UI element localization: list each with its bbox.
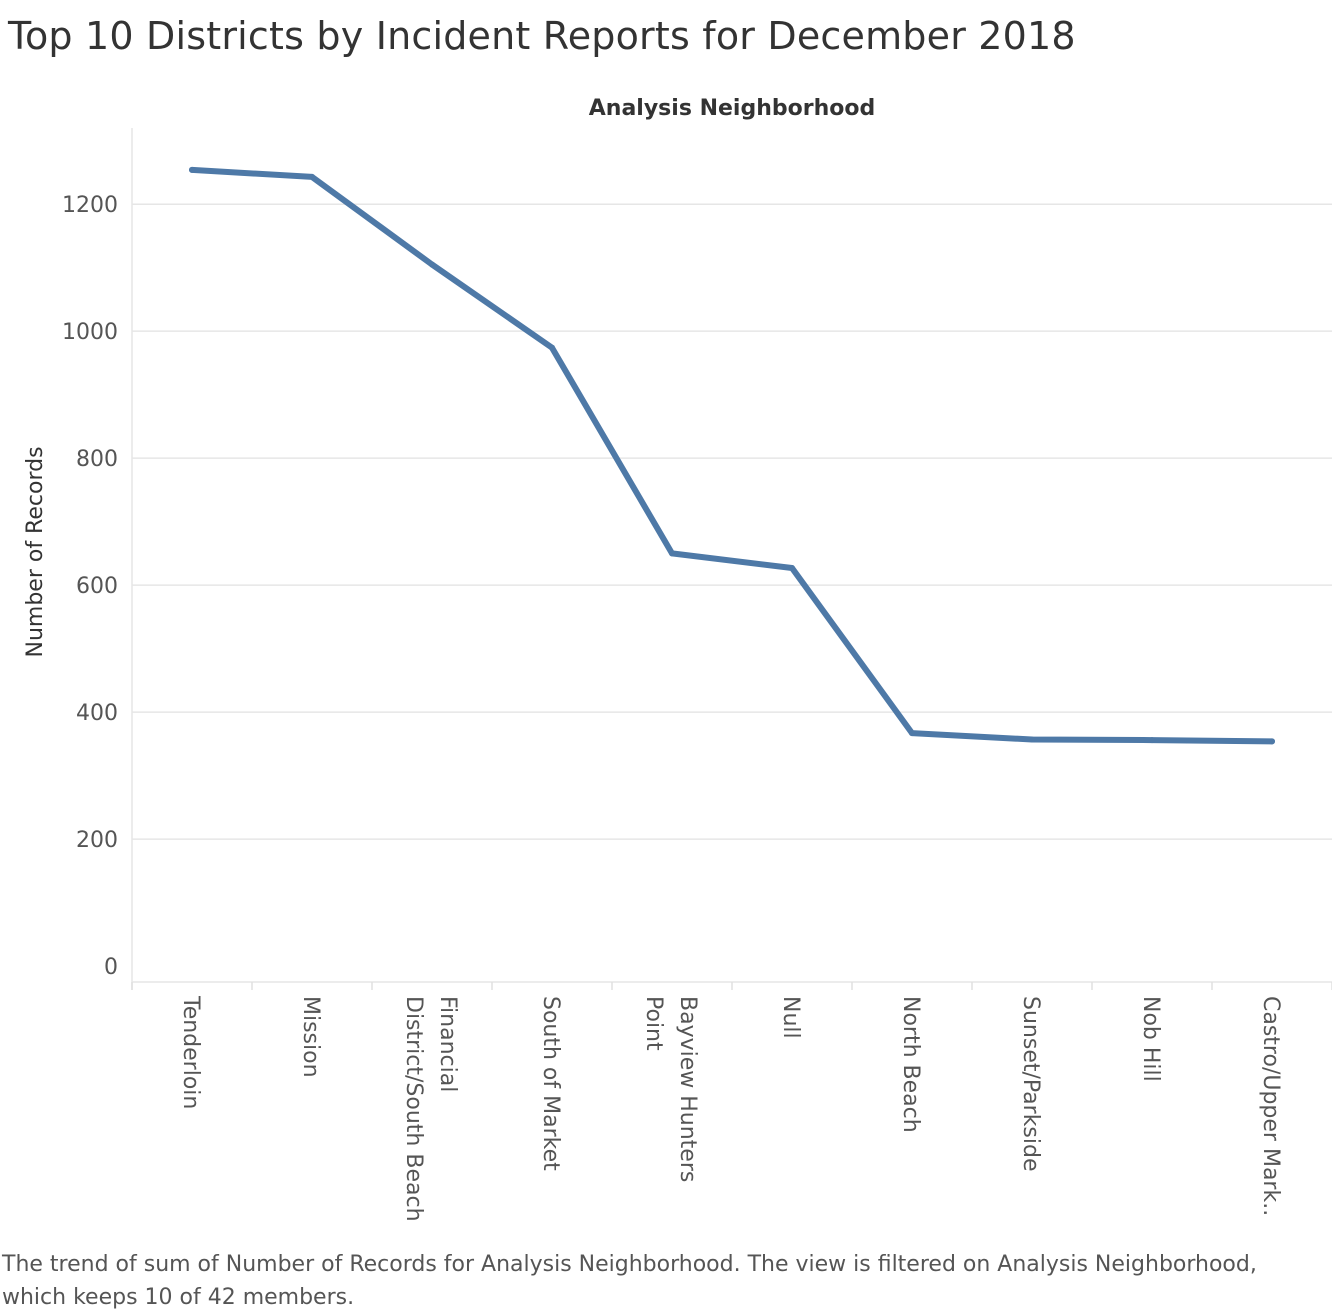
y-tick-label: 200 bbox=[76, 828, 118, 853]
line-chart: 0 200 400 600 800 1000 1200 Tenderloin Mission F… bbox=[23, 96, 1332, 1222]
data-line bbox=[189, 166, 1275, 745]
data-point[interactable] bbox=[1269, 738, 1275, 745]
y-axis-title: Number of Records bbox=[23, 446, 48, 657]
x-tick-label-line: Null bbox=[778, 996, 803, 1039]
data-point[interactable] bbox=[1149, 737, 1155, 744]
x-tick-label-line: Tenderloin bbox=[178, 995, 203, 1109]
x-tick-label-line: Mission bbox=[298, 996, 323, 1078]
x-tick-label-line: Sunset/Parkside bbox=[1018, 996, 1043, 1172]
x-tick-label: Financial District/South Beach bbox=[401, 996, 460, 1222]
x-tick-label: Tenderloin bbox=[178, 995, 203, 1109]
gridlines bbox=[132, 203, 1332, 983]
y-tick-label: 1200 bbox=[62, 193, 118, 218]
series-number-of-records bbox=[189, 166, 1275, 745]
x-tick-label-line: South of Market bbox=[538, 996, 563, 1171]
column-header: Analysis Neighborhood bbox=[589, 96, 875, 121]
x-tick-label: North Beach bbox=[898, 996, 923, 1133]
data-point[interactable] bbox=[789, 565, 795, 572]
x-tick-label: Null bbox=[778, 996, 803, 1039]
x-tick-label: Sunset/Parkside bbox=[1018, 996, 1043, 1172]
data-point[interactable] bbox=[429, 261, 435, 268]
x-tick-label: Bayview Hunters Point bbox=[641, 996, 700, 1182]
data-point[interactable] bbox=[189, 166, 195, 173]
data-point[interactable] bbox=[309, 173, 315, 180]
x-tick-label-line: Financial bbox=[435, 996, 460, 1092]
x-tick-label-line: Castro/Upper Mark.. bbox=[1258, 996, 1283, 1216]
x-tick-label: South of Market bbox=[538, 996, 563, 1171]
x-tick-label-line: Bayview Hunters bbox=[675, 996, 700, 1182]
y-tick-label: 1000 bbox=[62, 320, 118, 345]
x-tick-label-line: Nob Hill bbox=[1138, 996, 1163, 1082]
x-tick-label: Mission bbox=[298, 996, 323, 1078]
data-point[interactable] bbox=[669, 550, 675, 557]
chart-caption: The trend of sum of Number of Records fo… bbox=[2, 1252, 1257, 1310]
y-tick-label: 800 bbox=[76, 447, 118, 472]
x-axis: Tenderloin Mission Financial District/South… bbox=[131, 982, 1332, 1222]
y-axis: 0 200 400 600 800 1000 1200 bbox=[62, 128, 133, 990]
x-tick-label-line: Point bbox=[641, 996, 666, 1051]
data-point[interactable] bbox=[909, 730, 915, 737]
x-tick-label: Nob Hill bbox=[1138, 996, 1163, 1082]
y-tick-label: 600 bbox=[76, 574, 118, 599]
y-tick-label: 0 bbox=[104, 955, 118, 980]
y-tick-label: 400 bbox=[76, 701, 118, 726]
x-tick-label: Castro/Upper Mark.. bbox=[1258, 996, 1283, 1216]
x-tick-label-line: District/South Beach bbox=[401, 996, 426, 1222]
x-tick-label-line: North Beach bbox=[898, 996, 923, 1133]
chart-title: Top 10 Districts by Incident Reports for… bbox=[8, 14, 1076, 58]
data-point[interactable] bbox=[549, 344, 555, 351]
data-point[interactable] bbox=[1029, 736, 1035, 743]
